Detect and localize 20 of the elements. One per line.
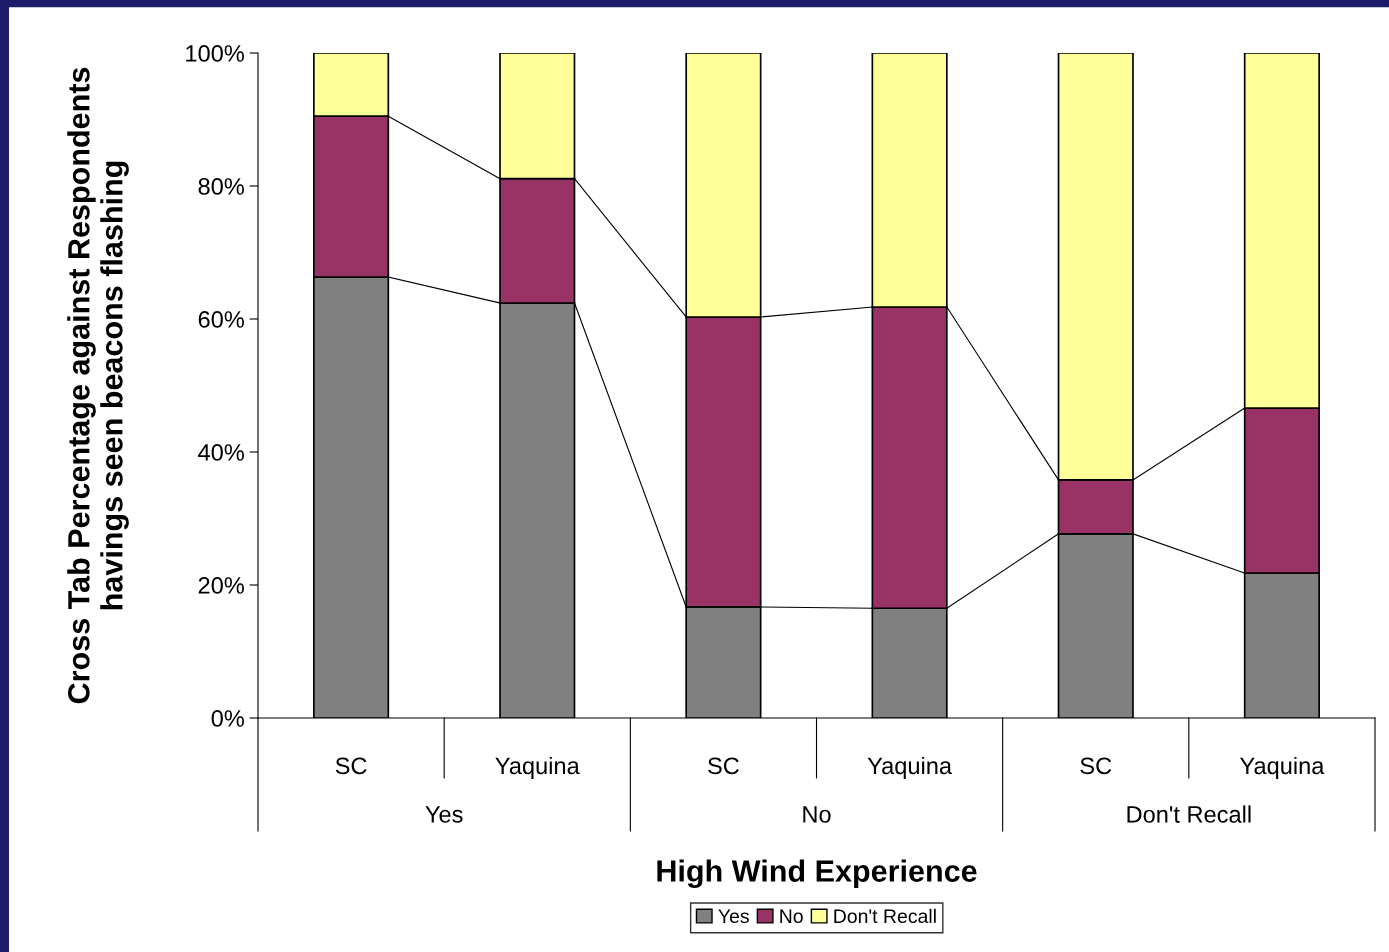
y-tick-label: 100% [186,45,244,62]
y-tick-label: 40% [198,444,244,461]
x-tick-label: Yaquina [495,756,580,779]
text: No [803,806,831,823]
y-tick-label: 0% [211,710,244,727]
y-tick-label: 60% [198,311,244,328]
legend-label: No [780,909,803,924]
x-tick-label: SC [708,757,739,775]
x-tick-label: Yaquina [1239,756,1325,779]
x-tick-label: SC [335,757,367,775]
x-tick-label: Yaquina [867,756,953,779]
text: Don't Recall [1127,805,1251,823]
x-axis-title: High Wind Experience [657,859,977,889]
legend-label: Don't Recall [834,908,936,924]
x-tick-label: SC [1080,757,1112,775]
y-tick-label: 80% [198,178,244,195]
text: Yes [425,806,463,823]
y-tick-label: 20% [198,577,244,594]
legend-label: Yes [718,909,749,924]
y-axis-title: Cross Tab Percentage against Respondents havings seen beacons flashing [67,67,129,704]
